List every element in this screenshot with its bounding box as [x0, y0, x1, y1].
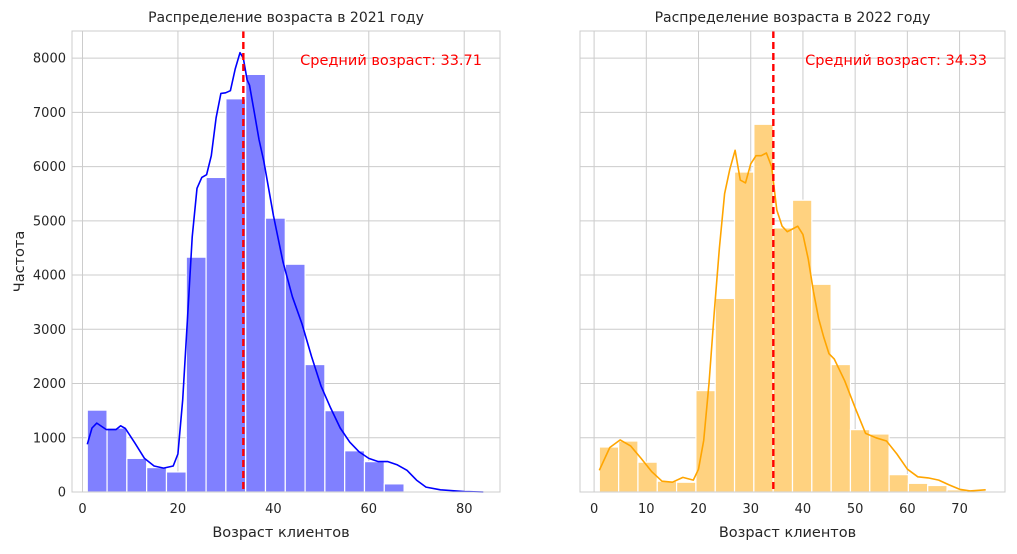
histogram-bar [147, 468, 167, 492]
histogram-bar [928, 485, 947, 492]
histogram-bar [870, 434, 889, 492]
histogram-bar [715, 298, 734, 492]
y-tick-label: 6000 [33, 160, 66, 175]
x-tick-label: 20 [170, 502, 187, 517]
histogram-bar [677, 482, 696, 492]
chart-panel-1: Средний возраст: 33.71 Распределение возр… [12, 10, 500, 541]
chart-title: Распределение возраста в 2021 году [148, 10, 424, 26]
histogram-bar [364, 462, 384, 492]
mean-annotation: Средний возраст: 33.71 [300, 53, 482, 69]
x-tick-label: 60 [899, 502, 916, 517]
x-tick-label: 20 [690, 502, 707, 517]
chart-title: Распределение возраста в 2022 году [655, 10, 931, 26]
mean-annotation: Средний возраст: 34.33 [805, 53, 987, 69]
y-tick-label: 4000 [33, 269, 66, 284]
y-tick-label: 1000 [33, 431, 66, 446]
histogram-bar [889, 475, 908, 492]
x-tick-label: 60 [361, 502, 378, 517]
histogram-bar [619, 441, 638, 492]
y-tick-label: 0 [58, 486, 66, 501]
y-axis-label: Частота [12, 231, 28, 292]
x-tick-label: 40 [265, 502, 282, 517]
x-tick-label: 0 [590, 502, 598, 517]
chart-panel-2: Средний возраст: 34.33 Распределение возр… [580, 10, 1005, 541]
histogram-bar [696, 391, 715, 492]
histogram-bar [127, 458, 147, 492]
histogram-bar [384, 484, 404, 492]
y-tick-label: 7000 [33, 106, 66, 121]
histogram-bar [166, 472, 186, 492]
histogram-bar [831, 365, 850, 492]
x-tick-label: 80 [456, 502, 473, 517]
y-tick-label: 2000 [33, 377, 66, 392]
histogram-bar [107, 428, 127, 492]
y-tick-label: 5000 [33, 214, 66, 229]
histogram-bar [345, 451, 365, 492]
histogram-bar [908, 483, 927, 492]
histogram-bar [246, 74, 266, 492]
histogram-bar [285, 264, 305, 492]
histogram-bar [599, 447, 618, 492]
histogram-bar [87, 410, 107, 492]
histogram-bar [773, 228, 792, 492]
histogram-bar [735, 172, 754, 492]
histogram-bar [206, 177, 226, 492]
y-tick-label: 3000 [33, 323, 66, 338]
histogram-bar [305, 365, 325, 492]
x-tick-label: 50 [847, 502, 864, 517]
x-tick-label: 10 [638, 502, 655, 517]
histogram-bar [657, 481, 676, 492]
y-tick-label: 8000 [33, 52, 66, 67]
x-axis-label: Возраст клиентов [212, 525, 349, 541]
histogram-bar [812, 284, 831, 492]
x-axis-label: Возраст клиентов [719, 525, 856, 541]
x-tick-label: 70 [951, 502, 968, 517]
x-tick-label: 40 [795, 502, 812, 517]
histogram-bar [793, 200, 812, 492]
x-tick-label: 30 [742, 502, 759, 517]
histogram-bar [754, 124, 773, 492]
histogram-bar [325, 411, 345, 492]
x-tick-label: 0 [78, 502, 86, 517]
histogram-bar [850, 430, 869, 492]
